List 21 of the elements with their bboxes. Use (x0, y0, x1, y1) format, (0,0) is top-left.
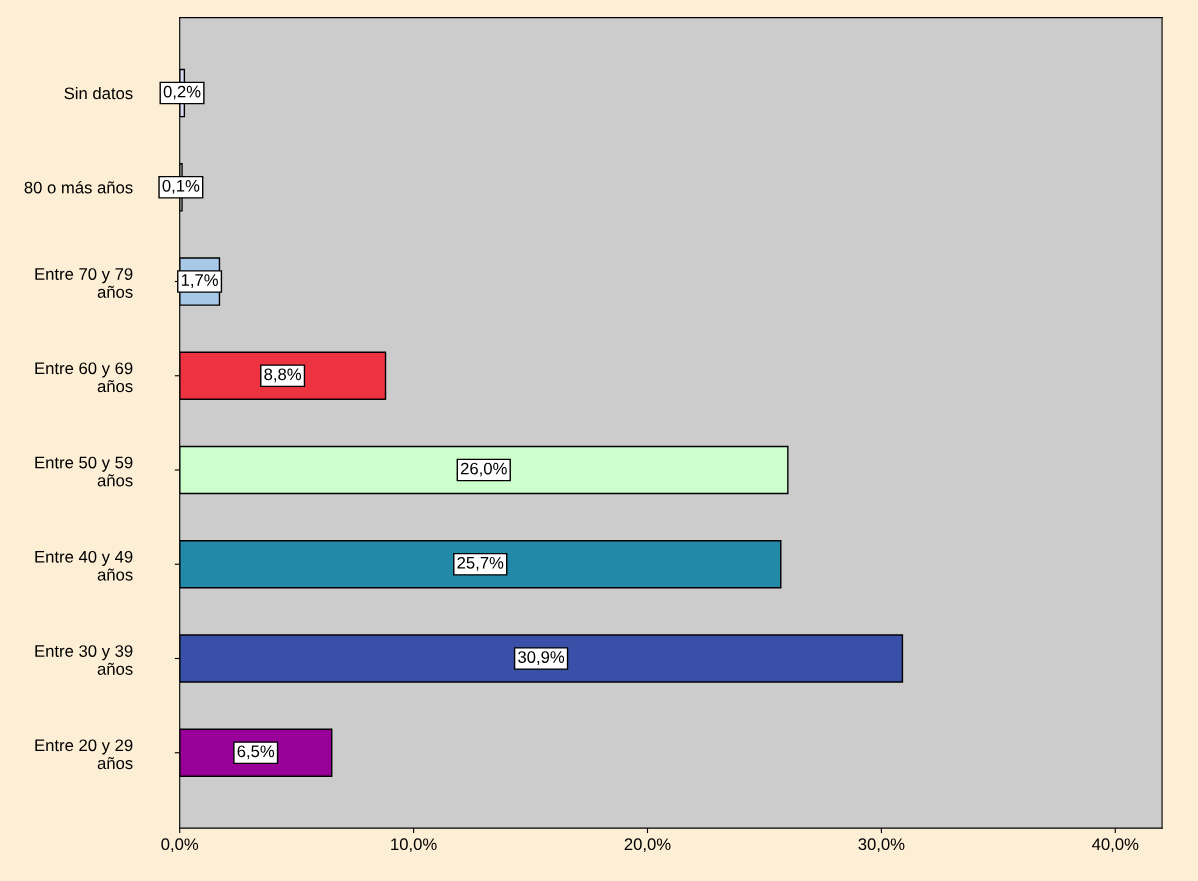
x-tick-label: 0,0% (161, 838, 199, 853)
x-tick-label: 20,0% (624, 838, 671, 853)
y-tick-label: Entre 60 y 69 años (35, 362, 133, 393)
y-tick-label: Entre 30 y 39 años (35, 645, 133, 675)
data-label: 0,1% (162, 179, 200, 194)
data-label: 1,7% (181, 274, 218, 288)
y-tick-label: Entre 40 y 49 años (35, 550, 133, 581)
y-tick-label: 80 o más años (24, 181, 133, 194)
y-tick-label: Entre 50 y 59 años (35, 456, 133, 487)
data-label: 6,5% (237, 745, 275, 760)
data-label: 26,0% (460, 462, 507, 477)
y-tick-label: Sin datos (64, 86, 133, 100)
data-label: 0,2% (163, 85, 201, 100)
x-tick-label: 10,0% (391, 838, 437, 853)
y-tick-label: Entre 70 y 79 años (35, 268, 133, 298)
x-tick-label: 40,0% (1092, 838, 1139, 853)
data-label: 30,9% (518, 651, 565, 665)
data-label: 8,8% (264, 368, 302, 383)
x-tick-label: 30,0% (858, 838, 905, 853)
data-label: 25,7% (457, 556, 504, 571)
y-tick-label: Entre 20 y 29 años (35, 739, 133, 770)
